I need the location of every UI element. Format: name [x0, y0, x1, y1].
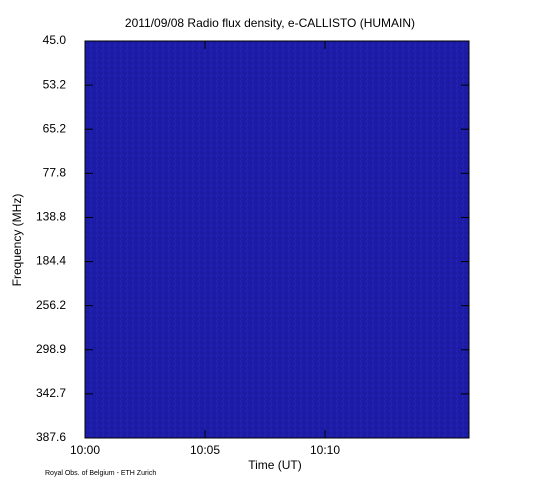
- y-tick-label: 53.2: [43, 77, 67, 91]
- chart-title: 2011/09/08 Radio flux density, e-CALLIST…: [125, 16, 415, 30]
- y-tick-label: 184.4: [36, 254, 66, 268]
- spectrogram-texture: [85, 41, 469, 438]
- y-tick-label: 342.7: [36, 386, 66, 400]
- x-tick-label: 10:05: [190, 443, 220, 457]
- x-axis-label: Time (UT): [248, 458, 302, 472]
- x-tick-label: 10:00: [70, 443, 100, 457]
- plot-frame: [84, 40, 470, 439]
- y-tick-label: 256.2: [36, 298, 66, 312]
- y-axis-label: Frequency (MHz): [10, 194, 24, 287]
- y-tick-label: 138.8: [36, 210, 66, 224]
- x-tick-label: 10:10: [310, 443, 340, 457]
- y-tick-label: 45.0: [43, 33, 67, 47]
- footer: Royal Obs. of Belgium - ETH Zurich: [45, 470, 156, 477]
- y-tick-label: 65.2: [43, 121, 67, 135]
- y-tick-label: 298.9: [36, 342, 66, 356]
- y-tick-label: 387.6: [36, 430, 66, 444]
- y-tick-label: 77.8: [43, 166, 67, 180]
